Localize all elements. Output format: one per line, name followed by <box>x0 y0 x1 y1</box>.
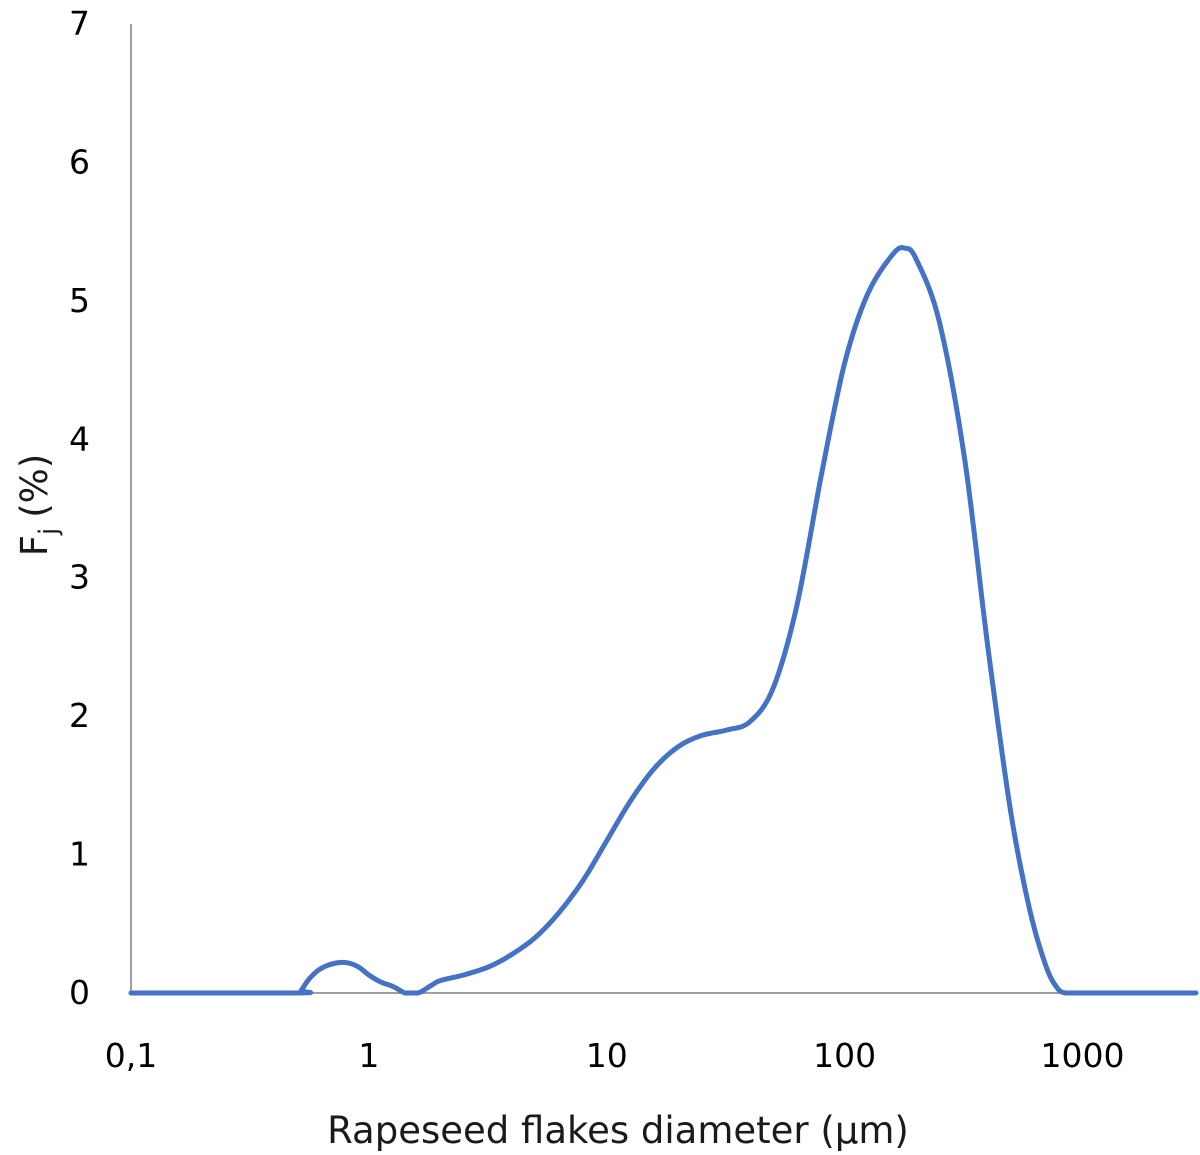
chart-series <box>128 245 1199 996</box>
y-tick-labels: 0 1 2 3 4 5 6 7 <box>69 4 90 1012</box>
y-axis-title-subscript: j <box>34 528 64 536</box>
y-tick-label: 6 <box>69 142 90 181</box>
y-tick-label: 7 <box>69 4 90 43</box>
y-tick-label: 0 <box>69 973 90 1012</box>
series-line <box>128 245 1199 996</box>
y-axis-title-unit: (%) <box>13 454 56 518</box>
x-tick-label: 1 <box>358 1036 379 1075</box>
x-tick-label: 10 <box>586 1036 628 1075</box>
x-tick-label: 100 <box>813 1036 876 1075</box>
x-tick-label: 1000 <box>1041 1036 1125 1075</box>
y-axis-title-main: F <box>13 535 56 556</box>
chart-axes <box>130 24 1196 994</box>
y-axis-title: Fj (%) <box>13 454 64 557</box>
y-tick-label: 2 <box>69 696 90 735</box>
y-tick-label: 4 <box>69 419 90 458</box>
y-tick-label: 3 <box>69 558 90 597</box>
x-tick-labels: 0,1 1 10 100 1000 <box>105 1036 1125 1075</box>
x-tick-label: 0,1 <box>105 1036 157 1075</box>
y-tick-label: 1 <box>69 835 90 874</box>
y-tick-label: 5 <box>69 281 90 320</box>
x-axis-title: Rapeseed flakes diameter (µm) <box>327 1109 909 1152</box>
